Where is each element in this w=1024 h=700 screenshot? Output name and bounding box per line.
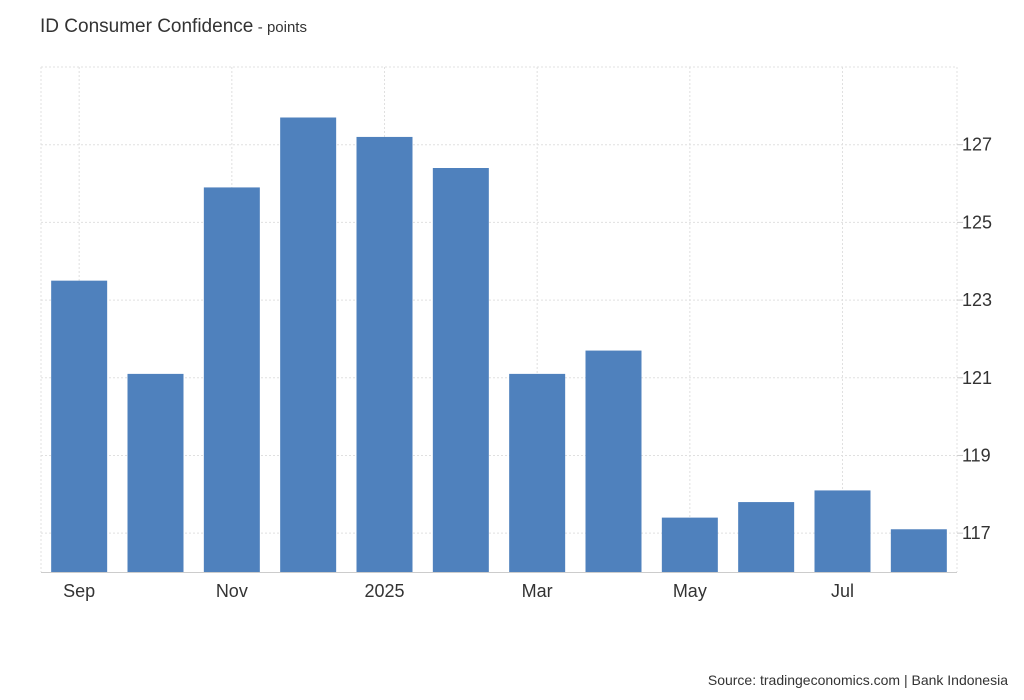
y-tick-label: 121 [962,368,992,388]
y-tick-label: 119 [962,445,991,465]
x-tick-label: 2025 [364,581,404,601]
bar [432,168,489,572]
source-note: Source: tradingeconomics.com | Bank Indo… [707,672,1008,688]
x-tick-label: Mar [522,581,553,601]
bar [738,502,795,572]
bar [509,373,566,572]
y-tick-label: 123 [962,290,992,310]
x-tick-label: Nov [216,581,248,601]
bar [127,373,184,572]
bar [814,490,871,572]
bar [585,350,642,572]
x-tick-label: Jul [831,581,854,601]
bar [203,187,260,572]
x-tick-label: Sep [63,581,95,601]
bar [356,136,413,572]
chart-subtitle: - points [257,19,307,36]
y-tick-label: 127 [962,135,992,155]
chart-title: ID Consumer Confidence [40,16,254,37]
x-tick-label: May [673,581,707,601]
bar [661,517,718,572]
bar [890,529,947,572]
bar [51,280,108,572]
y-tick-label: 125 [962,212,992,232]
y-tick-label: 117 [962,523,991,543]
chart-header: ID Consumer Confidence - points [40,16,307,38]
bar [280,117,337,572]
